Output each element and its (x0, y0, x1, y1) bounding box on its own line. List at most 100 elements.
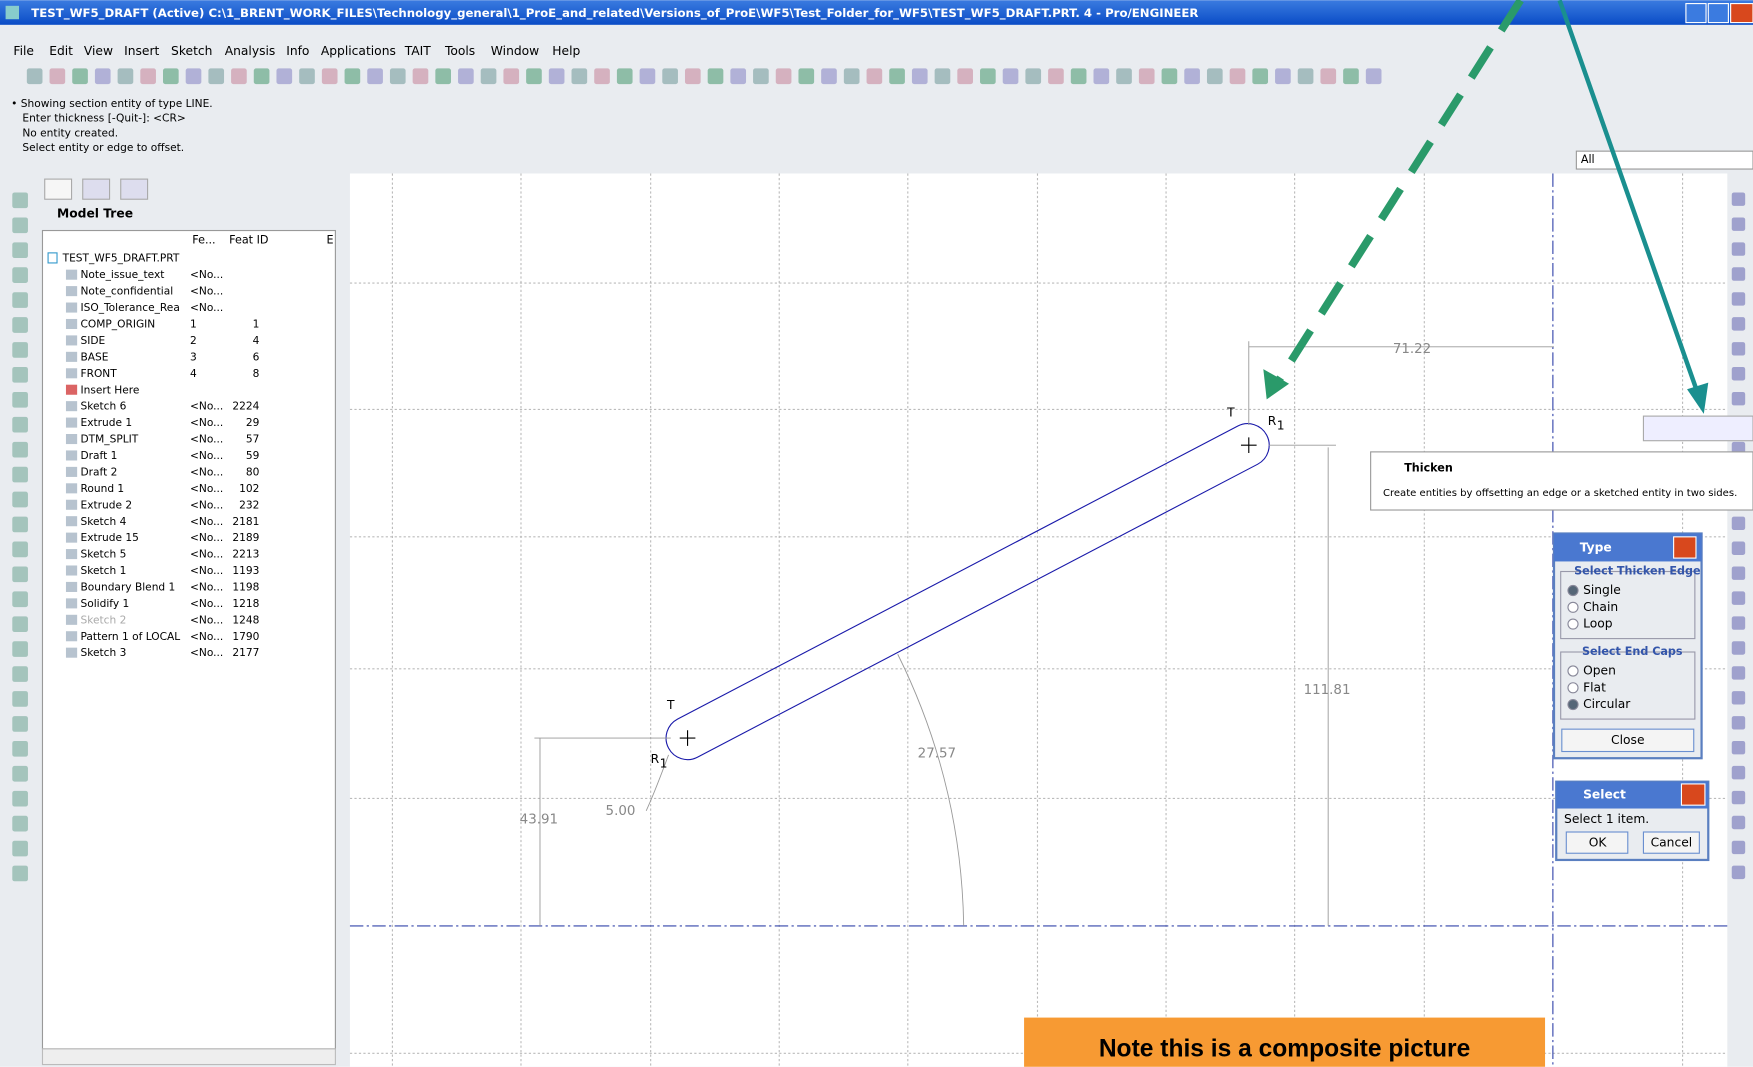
tool-icon[interactable] (571, 68, 588, 85)
close-button[interactable] (1561, 728, 1695, 753)
radio-label[interactable]: Open (1583, 664, 1616, 678)
tree-item[interactable]: Draft 1 (80, 449, 117, 462)
tool-icon[interactable] (1731, 192, 1746, 206)
tool-icon[interactable] (72, 68, 88, 85)
tree-item[interactable]: Sketch 1 (80, 564, 126, 577)
tool-icon[interactable] (12, 541, 28, 558)
tool-icon[interactable] (684, 68, 701, 85)
radio[interactable] (1567, 601, 1579, 613)
tree-item[interactable]: DTM_SPLIT (80, 433, 138, 446)
tree-item[interactable]: Insert Here (80, 383, 139, 396)
tool-icon[interactable] (12, 765, 28, 782)
tool-icon[interactable] (12, 491, 28, 508)
tool-icon[interactable] (526, 68, 542, 85)
radio-label[interactable]: Loop (1583, 617, 1613, 631)
radio-label[interactable]: Circular (1583, 697, 1631, 711)
tool-icon[interactable] (1365, 68, 1382, 85)
tool-icon[interactable] (140, 68, 156, 85)
flyout[interactable] (1642, 415, 1753, 442)
tool-icon[interactable] (1731, 815, 1746, 830)
tool-icon[interactable] (1731, 391, 1746, 406)
tool-icon[interactable] (1731, 367, 1746, 381)
tree-item[interactable]: Sketch 2 (80, 613, 126, 626)
menu-item[interactable]: Sketch (171, 44, 212, 58)
cancel-button[interactable] (1642, 831, 1700, 854)
tool-icon[interactable] (1161, 68, 1178, 85)
tool-icon[interactable] (276, 68, 293, 85)
tool-icon[interactable] (321, 68, 338, 85)
tool-icon[interactable] (367, 68, 383, 85)
tree-item[interactable]: Pattern 1 of LOCAL (80, 630, 180, 643)
radio[interactable] (1567, 698, 1579, 711)
graphics-area[interactable] (349, 173, 1728, 1067)
dialog-close[interactable] (1680, 783, 1706, 806)
tool-icon[interactable] (753, 68, 769, 85)
radio-label[interactable]: Flat (1583, 680, 1606, 694)
tool-icon[interactable] (980, 68, 996, 85)
tool-icon[interactable] (12, 666, 28, 682)
tool-icon[interactable] (1731, 790, 1746, 805)
tree-item[interactable]: Boundary Blend 1 (80, 580, 175, 593)
tool-icon[interactable] (934, 68, 951, 85)
tree-item[interactable]: COMP_ORIGIN (80, 318, 155, 331)
tool-icon[interactable] (185, 68, 202, 85)
tool-icon[interactable] (458, 68, 474, 85)
tree-item[interactable]: Solidify 1 (80, 597, 129, 610)
minimize[interactable] (1685, 3, 1707, 24)
tool-icon[interactable] (1731, 716, 1746, 730)
tool-icon[interactable] (1731, 691, 1746, 705)
tree-item[interactable]: Note_confidential (80, 285, 173, 298)
tool-icon[interactable] (12, 416, 28, 433)
menu-item[interactable]: Edit (49, 44, 73, 58)
tool-icon[interactable] (1184, 68, 1200, 85)
tool-icon[interactable] (12, 641, 28, 657)
tool-icon[interactable] (1025, 68, 1042, 85)
tool-icon[interactable] (12, 516, 28, 533)
tool-icon[interactable] (12, 815, 28, 832)
tree-item[interactable]: Sketch 4 (80, 515, 126, 528)
tool-icon[interactable] (1343, 68, 1359, 85)
tree-item[interactable]: Draft 2 (80, 465, 117, 478)
tool-icon[interactable] (616, 68, 633, 85)
tool-icon[interactable] (1731, 217, 1746, 231)
tool-icon[interactable] (12, 391, 28, 408)
tree-item[interactable]: FRONT (80, 367, 117, 380)
tool-icon[interactable] (12, 740, 28, 757)
menu-item[interactable]: Applications (321, 44, 396, 58)
tool-icon[interactable] (12, 591, 28, 608)
tool-icon[interactable] (503, 68, 520, 85)
tool-icon[interactable] (1731, 292, 1746, 306)
tool-icon[interactable] (866, 68, 883, 85)
tool-icon[interactable] (1731, 616, 1746, 630)
tool-icon[interactable] (662, 68, 678, 85)
tree-item[interactable]: Extrude 2 (80, 498, 132, 511)
tree-item[interactable]: Extrude 15 (80, 531, 138, 544)
tool-icon[interactable] (889, 68, 905, 85)
tool-icon[interactable] (12, 192, 28, 209)
tool-icon[interactable] (389, 68, 406, 85)
menu-item[interactable]: TAIT (404, 44, 432, 58)
tool-icon[interactable] (163, 68, 179, 85)
tool-icon[interactable] (1252, 68, 1269, 85)
tool-icon[interactable] (1731, 865, 1746, 880)
tool-icon[interactable] (12, 317, 28, 333)
tree-item[interactable]: Sketch 5 (80, 548, 126, 561)
close-window[interactable] (1730, 3, 1753, 24)
tool-icon[interactable] (12, 840, 28, 857)
tool-icon[interactable] (1116, 68, 1132, 85)
tool-icon[interactable] (1206, 68, 1223, 85)
tool-icon[interactable] (730, 68, 747, 85)
tree-item[interactable]: Sketch 6 (80, 400, 126, 413)
tool-icon[interactable] (1297, 68, 1314, 85)
tool-icon[interactable] (1731, 765, 1746, 780)
close-button-label[interactable]: Close (1611, 733, 1644, 747)
tool-icon[interactable] (1093, 68, 1110, 85)
tab[interactable] (44, 178, 73, 200)
tree-item[interactable]: Sketch 3 (80, 646, 126, 659)
tool-icon[interactable] (12, 342, 28, 358)
tree-item[interactable]: Round 1 (80, 482, 124, 495)
tool-icon[interactable] (12, 292, 28, 308)
tool-icon[interactable] (1275, 68, 1291, 85)
tool-icon[interactable] (957, 68, 973, 85)
tool-icon[interactable] (12, 865, 28, 882)
